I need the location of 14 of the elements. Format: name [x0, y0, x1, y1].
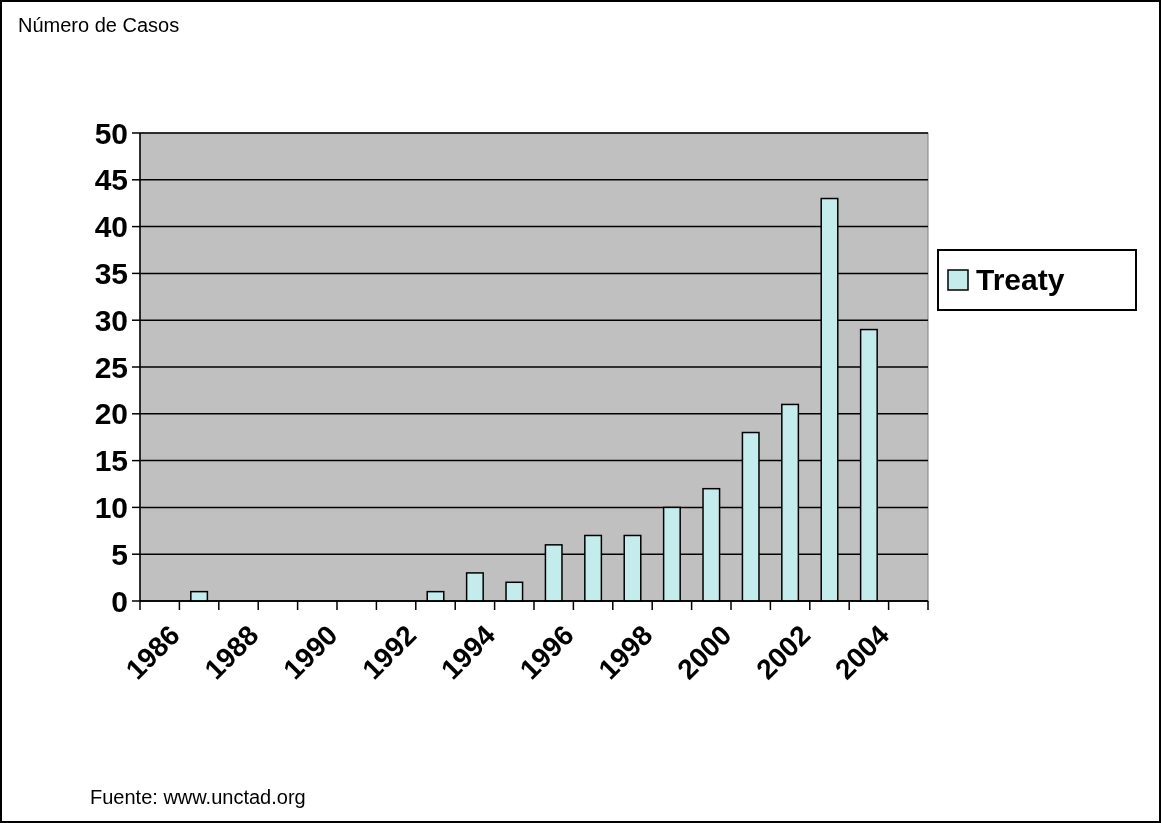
y-tick-label: 5 — [111, 537, 128, 571]
y-tick-label: 45 — [94, 163, 128, 197]
source-note: Fuente: www.unctad.org — [90, 786, 306, 808]
y-tick-label: 40 — [94, 210, 128, 244]
y-tick-label: 15 — [94, 444, 128, 478]
y-tick-label: 35 — [94, 256, 128, 290]
legend-label: Treaty — [976, 263, 1065, 296]
y-tick-label: 10 — [94, 490, 128, 524]
y-tick-label: 25 — [94, 350, 128, 384]
y-tick-label: 30 — [94, 303, 128, 337]
y-axis-title: Número de Casos — [18, 14, 180, 36]
y-tick-label: 0 — [111, 584, 128, 618]
y-tick-label: 20 — [94, 397, 128, 431]
y-tick-label: 50 — [94, 116, 128, 150]
